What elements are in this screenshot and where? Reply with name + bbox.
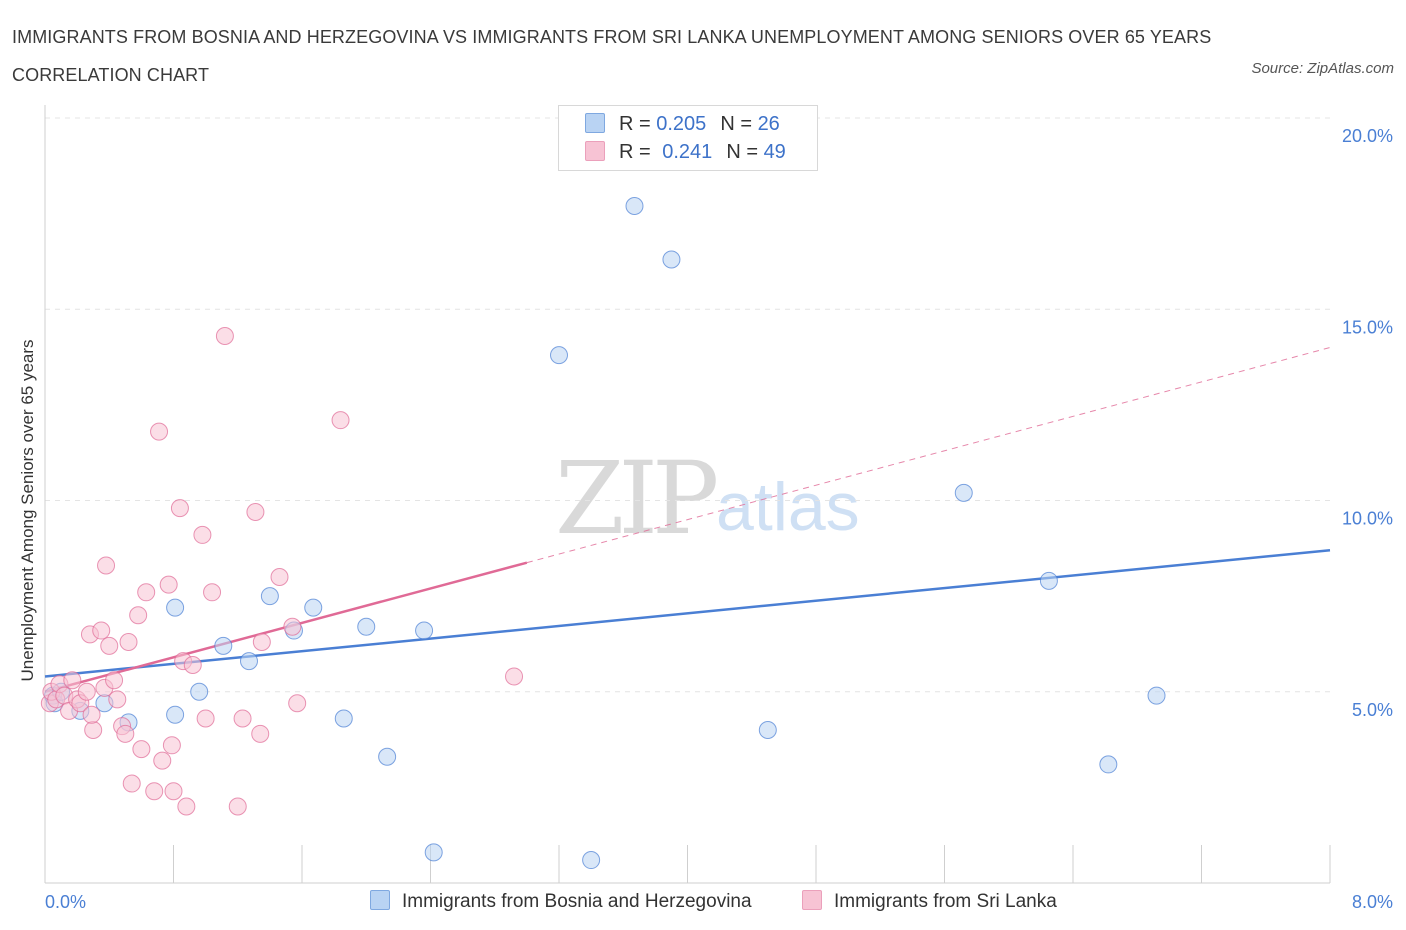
point-bosnia: [662, 250, 681, 269]
bottom-legend-bosnia: Immigrants from Bosnia and Herzegovina: [370, 888, 752, 916]
y-axis-title: Unemployment Among Seniors over 65 years: [18, 339, 37, 681]
point-bosnia: [378, 747, 397, 766]
legend-n-label: N =: [720, 113, 752, 135]
data-points: [40, 196, 1166, 870]
bottom-legend-srilanka: Immigrants from Sri Lanka: [802, 888, 1057, 916]
bottom-swatch-srilanka: [802, 890, 822, 910]
point-srilanka: [505, 667, 524, 686]
point-bosnia: [758, 721, 777, 739]
bottom-swatch-bosnia: [370, 890, 390, 910]
y-tick-label: 5.0%: [1352, 700, 1393, 720]
point-srilanka: [137, 583, 156, 602]
point-srilanka: [129, 606, 148, 625]
legend-n-value-srilanka: 49: [763, 141, 786, 163]
point-bosnia: [166, 598, 185, 617]
source-label: Source: ZipAtlas.com: [1251, 60, 1394, 77]
point-srilanka: [164, 782, 183, 801]
legend-r-label: R =: [619, 113, 651, 135]
point-srilanka: [162, 736, 181, 755]
trend-line-dashed-1: [526, 347, 1331, 564]
point-srilanka: [270, 568, 289, 586]
point-srilanka: [283, 617, 302, 636]
point-srilanka: [251, 724, 270, 743]
bottom-legend-label-bosnia: Immigrants from Bosnia and Herzegovina: [402, 891, 752, 912]
point-srilanka: [331, 411, 350, 430]
point-bosnia: [190, 682, 209, 701]
point-srilanka: [63, 671, 82, 690]
trend-lines: [44, 347, 1331, 693]
point-srilanka: [193, 525, 212, 544]
y-tick-label: 15.0%: [1342, 317, 1393, 337]
point-srilanka: [177, 797, 196, 816]
point-srilanka: [100, 636, 119, 655]
point-bosnia: [166, 705, 185, 724]
point-srilanka: [122, 774, 141, 793]
point-srilanka: [132, 740, 151, 759]
legend-r-value-srilanka: 0.241: [662, 141, 713, 163]
point-bosnia: [357, 617, 376, 636]
point-srilanka: [97, 556, 116, 575]
point-srilanka: [233, 709, 252, 728]
point-srilanka: [82, 705, 101, 724]
legend-r-value-bosnia: 0.205: [656, 113, 707, 135]
point-srilanka: [108, 690, 127, 709]
point-bosnia: [260, 587, 279, 606]
point-srilanka: [116, 724, 135, 743]
point-srilanka: [183, 655, 202, 674]
point-srilanka: [203, 583, 222, 602]
stats-legend: R = 0.205 N = 26 R = 0.241 N = 49: [558, 105, 818, 171]
point-bosnia: [415, 621, 434, 640]
legend-n-label: N =: [726, 141, 758, 163]
point-bosnia: [550, 346, 568, 365]
point-bosnia: [304, 598, 323, 617]
point-srilanka: [159, 575, 178, 594]
legend-swatch-bosnia: [585, 113, 605, 133]
point-srilanka: [92, 621, 111, 640]
point-bosnia: [954, 483, 973, 502]
point-srilanka: [252, 633, 271, 652]
legend-row-srilanka: R = 0.241 N = 49: [585, 138, 786, 166]
point-bosnia: [239, 652, 258, 671]
axis-labels: 5.0% 10.0% 15.0% 20.0% 0.0% 8.0% Unemployment …: [18, 126, 1393, 912]
point-srilanka: [170, 499, 189, 518]
point-srilanka: [288, 694, 307, 713]
point-srilanka: [153, 751, 172, 770]
point-bosnia: [1039, 571, 1058, 590]
point-bosnia: [1147, 686, 1166, 705]
y-tick-label: 10.0%: [1342, 509, 1393, 529]
point-srilanka: [105, 671, 124, 690]
bottom-legend-label-srilanka: Immigrants from Sri Lanka: [834, 891, 1057, 912]
trend-line-solid-0: [44, 548, 1331, 678]
axes: [44, 105, 1331, 884]
point-srilanka: [246, 502, 265, 521]
legend-n-value-bosnia: 26: [757, 113, 780, 135]
x-tick-label-max: 8.0%: [1352, 892, 1393, 912]
legend-row-bosnia: R = 0.205 N = 26: [585, 110, 780, 138]
point-bosnia: [334, 709, 353, 728]
point-srilanka: [215, 327, 234, 346]
point-srilanka: [145, 782, 164, 801]
point-bosnia: [214, 636, 233, 655]
gridlines: [45, 117, 1330, 693]
watermark-zip: ZIP: [555, 440, 719, 557]
point-srilanka: [228, 797, 247, 816]
y-tick-label: 20.0%: [1342, 126, 1393, 146]
chart-title: IMMIGRANTS FROM BOSNIA AND HERZEGOVINA V…: [12, 27, 1212, 85]
point-srilanka: [77, 682, 96, 701]
watermark-atlas: atlas: [716, 469, 860, 545]
point-srilanka: [196, 709, 215, 728]
x-tick-label-min: 0.0%: [45, 892, 86, 912]
point-bosnia: [582, 851, 601, 870]
point-bosnia: [625, 196, 644, 215]
point-srilanka: [119, 633, 138, 652]
legend-swatch-srilanka: [585, 141, 605, 161]
point-bosnia: [1099, 755, 1118, 774]
point-bosnia: [424, 843, 443, 862]
legend-r-label: R =: [619, 141, 651, 163]
point-srilanka: [150, 422, 169, 441]
point-srilanka: [84, 721, 103, 739]
